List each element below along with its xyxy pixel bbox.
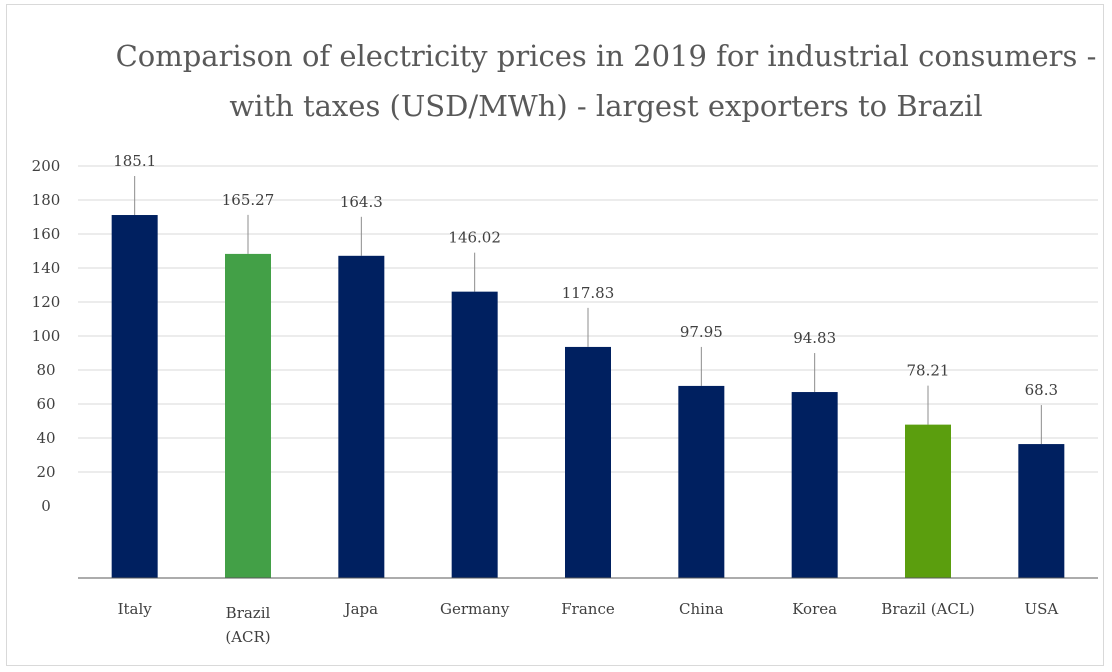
data-label: 94.83	[793, 329, 836, 347]
y-tick-label: 40	[36, 429, 55, 447]
bar	[225, 253, 271, 579]
data-label: 97.95	[680, 323, 723, 341]
x-category-label: Korea	[792, 600, 837, 618]
bar	[338, 255, 385, 579]
data-label: 164.3	[340, 193, 383, 211]
data-label: 146.02	[448, 229, 501, 247]
x-axis-categories: Italy Brazil (ACR) Japa Germany France China Ko…	[118, 600, 1059, 646]
x-category-label: France	[561, 600, 615, 618]
bar	[1018, 444, 1065, 578]
data-label: 68.3	[1025, 381, 1058, 399]
x-category-label: China	[679, 600, 724, 618]
y-tick-label: 200	[32, 157, 61, 175]
y-tick-label: 100	[32, 327, 61, 345]
data-label: 117.83	[562, 284, 615, 302]
bar	[905, 424, 951, 578]
x-category-label: Germany	[440, 600, 510, 618]
data-label: 185.1	[113, 152, 156, 170]
bar	[678, 385, 725, 578]
x-category-label: USA	[1024, 600, 1058, 618]
y-tick-label: 180	[32, 191, 61, 209]
bar	[451, 291, 498, 578]
y-tick-label: 80	[36, 361, 55, 379]
bar	[565, 346, 611, 578]
y-tick-label: 120	[32, 293, 61, 311]
data-labels: 185.1 165.27 164.3 146.02 117.83 97.95 94.83 78…	[113, 152, 1058, 399]
bars	[111, 215, 1065, 579]
y-tick-label: 60	[36, 395, 55, 413]
data-label-leaders	[134, 176, 1042, 445]
x-category-label: Japa	[343, 600, 379, 618]
y-tick-label: 20	[36, 463, 55, 481]
data-label: 78.21	[907, 362, 950, 380]
x-category-label: (ACR)	[225, 628, 270, 646]
y-tick-label: 140	[32, 259, 61, 277]
y-tick-label: 0	[41, 497, 51, 515]
x-category-label: Brazil	[226, 604, 271, 622]
bar	[791, 392, 838, 578]
data-label: 165.27	[222, 191, 275, 209]
bar	[111, 215, 158, 578]
chart-title-line-1: Comparison of electricity prices in 2019…	[116, 39, 1097, 73]
chart-title-line-2: with taxes (USD/MWh) - largest exporters…	[229, 89, 982, 123]
x-category-label: Italy	[118, 600, 153, 618]
y-tick-label: 160	[32, 225, 61, 243]
chart-title: Comparison of electricity prices in 2019…	[116, 39, 1097, 123]
x-category-label: Brazil (ACL)	[881, 600, 974, 618]
